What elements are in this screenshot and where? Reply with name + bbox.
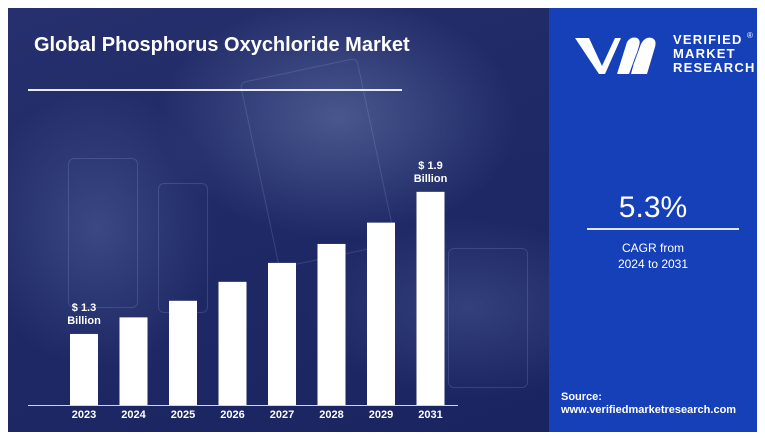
cagr-label-line-1: CAGR from [621,241,684,255]
title-divider [28,89,402,91]
infographic-frame: Global Phosphorus Oxychloride Market 202… [8,8,757,432]
info-panel: VERIFIED MARKET RESEARCH ® 5.3% CAGR fro… [549,8,757,432]
brand-logo: VERIFIED MARKET RESEARCH ® [569,30,754,86]
bar-2031 [416,191,445,405]
data-label-value: $ 1.3 [71,301,97,314]
x-tick-label-2024: 2024 [121,409,146,421]
source-label: Source: [561,391,602,403]
registered-mark: ® [747,31,753,40]
x-tick-label-2031: 2031 [418,409,443,421]
data-label-2031: $ 1.9 Billion [391,160,471,186]
bar-2027 [268,262,296,405]
cagr-label-line-2: 2024 to 2031 [617,257,689,271]
bar-2024 [119,317,148,405]
x-tick-label-2025: 2025 [170,409,196,421]
brand-wordmark: VERIFIED MARKET RESEARCH [673,33,756,75]
bars-group [70,191,445,405]
data-label-unit: Billion [67,314,101,327]
vmr-logo-icon [575,37,656,74]
chart-title: Global Phosphorus Oxychloride Market [34,34,410,56]
bar-2028 [317,243,346,405]
data-label-value: $ 1.9 [418,159,443,172]
x-tick-label-2026: 2026 [220,409,245,421]
bar-chart [28,191,458,406]
brand-line-3: RESEARCH [673,60,756,75]
bar-2029 [367,222,395,405]
chart-panel: Global Phosphorus Oxychloride Market 202… [8,8,549,432]
lab-background-shape [448,248,528,388]
bar-2025 [169,300,197,405]
lab-background-shape [68,158,138,308]
x-tick-label-2029: 2029 [368,409,394,421]
x-tick-label-2023: 2023 [71,409,97,421]
x-tick-label-2027: 2027 [269,409,295,421]
data-label-2023: $ 1.3 Billion [44,302,124,328]
brand-line-1: VERIFIED [673,32,743,47]
bar-2026 [218,281,247,405]
x-tick-label-2028: 2028 [319,409,344,421]
cagr-divider [587,228,739,230]
brand-line-2: MARKET [673,46,736,61]
data-label-unit: Billion [413,172,448,185]
cagr-label: CAGR from 2024 to 2031 [549,240,757,272]
source-url[interactable]: www.verifiedmarketresearch.com [561,404,737,416]
bar-2023 [70,333,98,405]
cagr-value: 5.3% [618,191,688,224]
